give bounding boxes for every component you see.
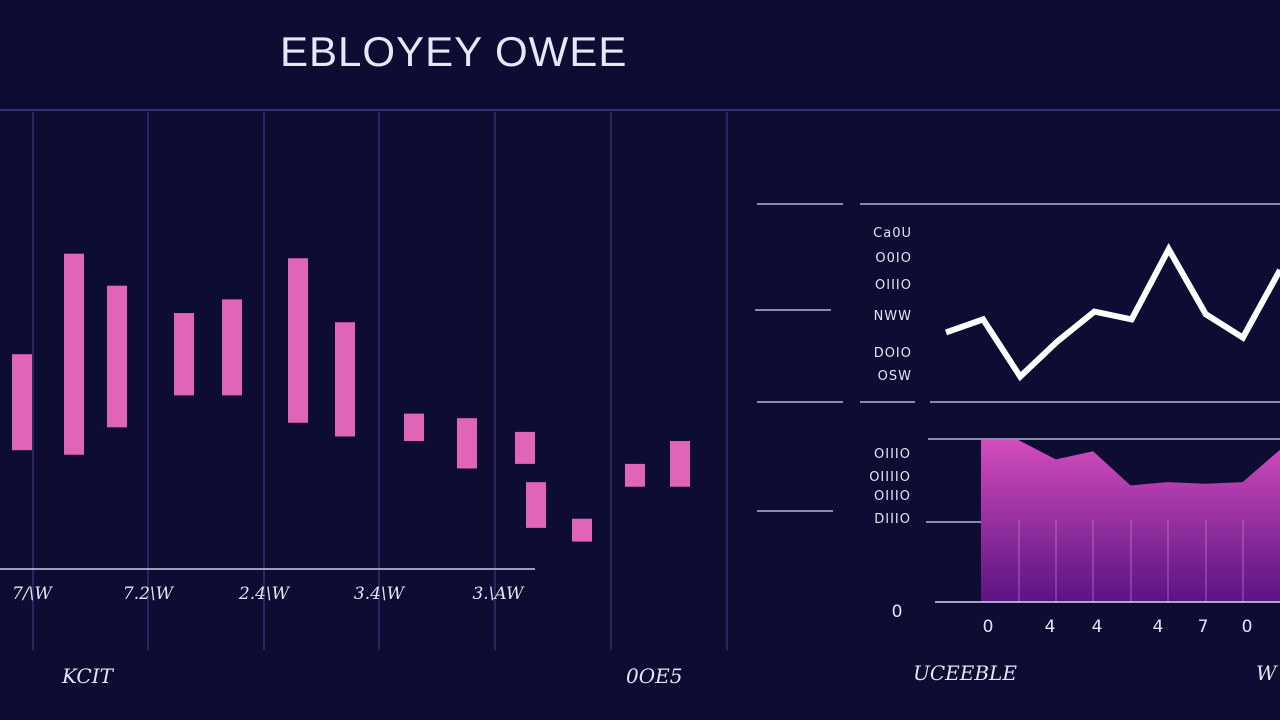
line-series [945, 242, 1280, 382]
bar [335, 322, 355, 437]
footer-label-left: KCIT [61, 664, 115, 688]
line-chart-y-tick-label: OSW [878, 369, 912, 384]
bar-chart-x-tick-label: 3.4\W [354, 584, 406, 604]
line-chart-y-tick-label: Ca0U [873, 226, 912, 241]
area-chart-y-tick-label: DIIIO [874, 512, 911, 527]
footer-label-center: 0OE5 [626, 664, 682, 688]
area-chart-y-tick-label: OIIIO [874, 489, 911, 504]
bar-chart-x-tick-label: 7/\W [12, 584, 53, 604]
area-chart-y-zero-label: 0 [892, 602, 903, 622]
line-chart-y-tick-label: DOIO [874, 346, 912, 361]
area-chart-x-tick-label: 7 [1198, 617, 1209, 637]
bar [12, 354, 32, 451]
area-chart-x-tick-label: 4 [1153, 617, 1164, 637]
footer-labels: KCIT 0OE5 UCEEBLE W [61, 661, 1278, 688]
area-chart-x-tick-label: 4 [1092, 617, 1103, 637]
chart-title: EBLOYEY OWEE [280, 28, 628, 75]
bar-chart-bars [12, 253, 690, 542]
area-chart-x-tick-label: 4 [1045, 617, 1056, 637]
bar [457, 418, 477, 469]
bar [670, 441, 690, 487]
line-chart-y-tick-label: O0IO [875, 251, 912, 266]
area-chart-x-tick-label: 0 [1242, 617, 1253, 637]
bar [222, 299, 242, 396]
bar [288, 258, 308, 423]
bar [404, 413, 424, 442]
bar-chart-x-tick-label: 7.2\W [123, 584, 175, 604]
footer-label-right: UCEEBLE [913, 661, 1017, 685]
line-chart-panel: Ca0U O0IO OIIIO NWW DOIO OSW [755, 203, 1280, 403]
bar [625, 463, 645, 487]
bar [572, 518, 592, 542]
area-chart-y-tick-label: OIIIIO [869, 470, 911, 485]
bar [64, 253, 84, 455]
line-chart-y-tick-label: NWW [874, 309, 912, 324]
bar [107, 285, 127, 428]
bar-chart-gridlines [0, 112, 728, 650]
bar-chart-x-axis: 7/\W 7.2\W 2.4\W 3.4\W 3.\AW [12, 584, 525, 604]
bar-chart-x-tick-label: 3.\AW [472, 584, 525, 604]
area-chart-panel: OIIIO OIIIIO OIIIO DIIIO 0 0 4 4 4 7 0 [757, 438, 1280, 637]
bar [174, 313, 194, 396]
area-chart-y-tick-label: OIIIO [874, 447, 911, 462]
bar-chart-x-tick-label: 2.4\W [238, 584, 291, 604]
bar [515, 431, 535, 464]
area-chart-x-tick-label: 0 [983, 617, 994, 637]
line-chart-y-tick-label: OIIIO [875, 278, 912, 293]
footer-label-edge: W [1256, 661, 1278, 685]
header-divider [0, 109, 1280, 111]
bar [526, 482, 546, 528]
